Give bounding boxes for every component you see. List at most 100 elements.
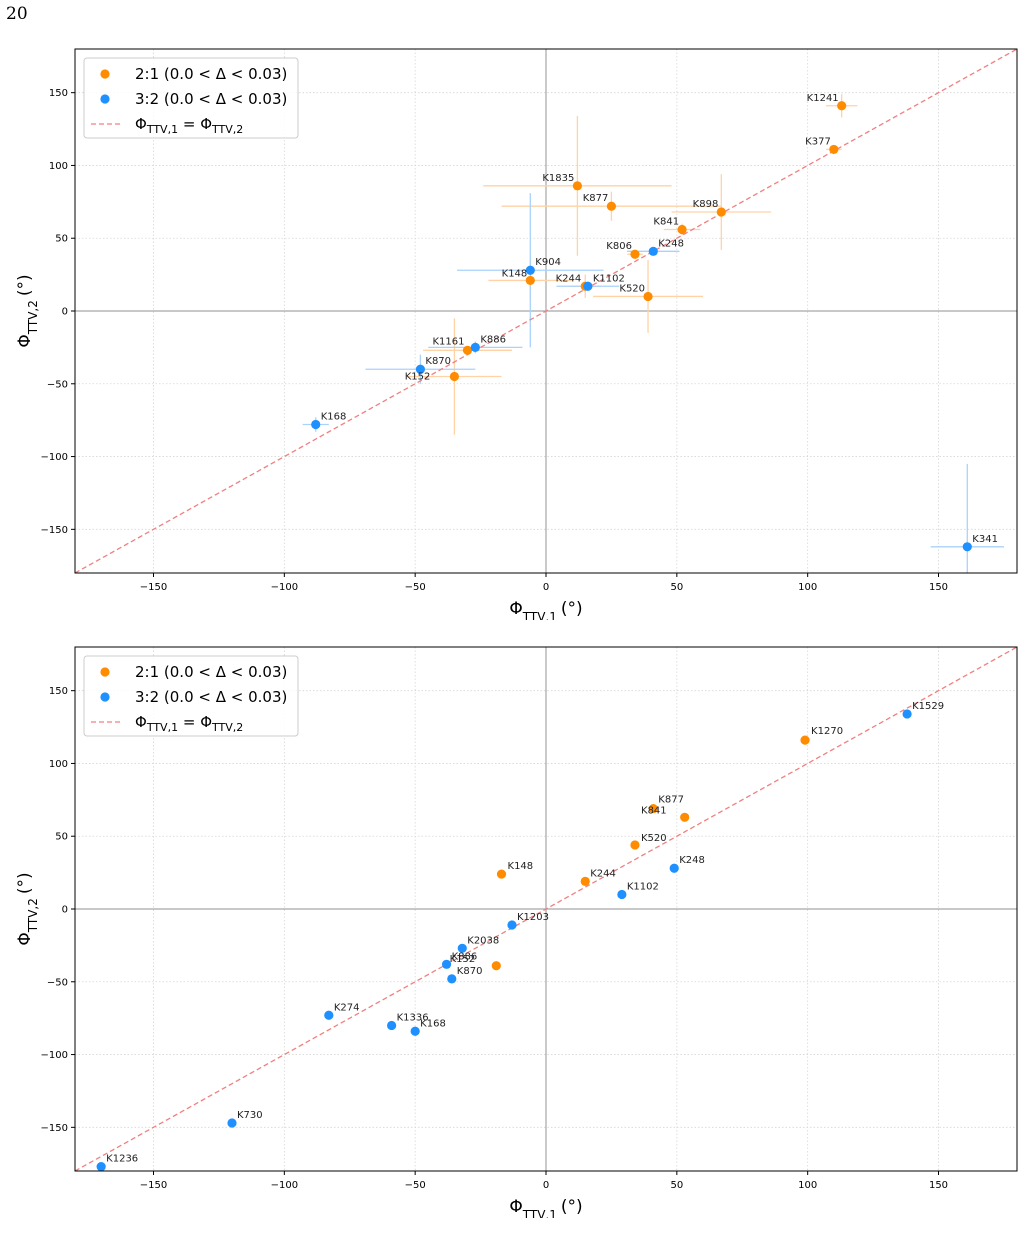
data-label: K877 <box>583 193 609 204</box>
data-label: K841 <box>641 805 667 816</box>
legend: 2:1 (0.0 < Δ < 0.03) 3:2 (0.0 < Δ < 0.03)… <box>83 57 299 139</box>
data-point <box>525 275 535 286</box>
y-tick-label: −100 <box>41 452 68 463</box>
data-point <box>507 920 517 930</box>
reference-line <box>75 647 1017 1171</box>
data-label: K2038 <box>467 935 499 946</box>
data-point <box>716 207 726 217</box>
legend-label-32: 3:2 (0.0 < Δ < 0.03) <box>135 90 287 108</box>
data-label: K248 <box>679 855 705 866</box>
y-tick-label: −50 <box>47 977 68 988</box>
data-label: K1529 <box>912 701 944 712</box>
data-point <box>630 249 640 259</box>
y-tick-label: 100 <box>49 759 68 770</box>
data-label: K1270 <box>811 726 843 737</box>
data-point <box>470 342 480 352</box>
data-label: K898 <box>693 199 719 210</box>
y-axis-label: ΦTTV,2(°) <box>15 274 40 347</box>
data-point <box>491 961 501 971</box>
y-tick-label: 0 <box>62 307 68 318</box>
data-label: K886 <box>480 334 506 345</box>
data-point <box>630 840 640 850</box>
data-label: K520 <box>641 833 667 844</box>
data-point <box>580 876 590 886</box>
data-label: K244 <box>590 868 616 879</box>
legend-marker-32 <box>100 94 110 104</box>
data-point <box>441 959 452 969</box>
x-tick-label: −50 <box>405 582 426 593</box>
y-tick-label: −50 <box>47 379 68 390</box>
data-point <box>648 803 658 814</box>
y-tick-label: −100 <box>41 1050 68 1061</box>
data-point <box>583 281 593 291</box>
data-label: K841 <box>653 216 679 227</box>
data-point <box>457 943 467 953</box>
data-label: K904 <box>535 257 561 268</box>
legend-marker-21 <box>100 69 110 79</box>
data-point <box>496 869 507 879</box>
legend-label-21: 2:1 (0.0 < Δ < 0.03) <box>135 663 287 681</box>
data-point <box>962 542 972 552</box>
data-label: K877 <box>658 795 684 806</box>
x-tick-label: 0 <box>543 582 549 593</box>
data-point <box>606 201 617 211</box>
legend-marker-21 <box>100 667 110 677</box>
x-tick-label: −100 <box>271 1180 298 1191</box>
page-number: 20 <box>6 4 28 24</box>
data-label: K1336 <box>397 1012 429 1023</box>
data-point <box>415 364 425 374</box>
data-point <box>669 863 679 873</box>
data-label: K148 <box>508 861 534 872</box>
x-tick-label: 150 <box>929 1180 948 1191</box>
y-tick-label: 150 <box>49 686 68 697</box>
data-label: K730 <box>237 1110 263 1121</box>
x-tick-label: 150 <box>929 582 948 593</box>
data-point <box>387 1020 397 1031</box>
data-label: K274 <box>334 1002 360 1013</box>
data-point <box>829 144 839 155</box>
data-label: K341 <box>972 534 998 545</box>
scatter-chart-top: K1241 K377 K1835 K877 K898 K841 K806 K148 K244 K5… <box>15 48 1018 620</box>
data-point <box>837 101 847 111</box>
y-tick-label: 50 <box>55 832 68 843</box>
x-axis-label: ΦTTV,1 (°) <box>509 599 582 620</box>
data-point <box>643 291 653 302</box>
data-point <box>525 265 535 275</box>
plot-area <box>75 49 1017 573</box>
x-tick-label: 0 <box>543 1180 549 1191</box>
x-tick-label: 100 <box>798 1180 817 1191</box>
data-point <box>677 224 687 235</box>
legend-label-32: 3:2 (0.0 < Δ < 0.03) <box>135 688 287 706</box>
legend-label-reference: ΦTTV,1 = ΦTTV,2 <box>135 115 243 136</box>
y-tick-label: 150 <box>49 88 68 99</box>
data-point <box>311 419 321 430</box>
data-label: K168 <box>321 412 347 423</box>
data-label: K870 <box>425 356 451 367</box>
y-axis-label: ΦTTV,2(°) <box>15 872 40 945</box>
data-point <box>449 371 460 382</box>
legend-marker-32 <box>100 692 110 702</box>
data-label: K1241 <box>807 93 839 104</box>
data-label: K168 <box>420 1018 446 1029</box>
x-tick-label: 50 <box>670 582 683 593</box>
x-tick-label: 50 <box>670 1180 683 1191</box>
legend-box <box>83 655 299 737</box>
data-point <box>462 345 473 355</box>
y-tick-label: 100 <box>49 161 68 172</box>
data-point <box>800 735 810 745</box>
data-label: K148 <box>502 268 528 279</box>
legend: 2:1 (0.0 < Δ < 0.03) 3:2 (0.0 < Δ < 0.03)… <box>83 655 299 737</box>
legend-box <box>83 57 299 139</box>
plot-area <box>75 647 1017 1171</box>
data-label: K248 <box>658 238 684 249</box>
data-label: K886 <box>452 951 478 962</box>
data-point <box>902 709 912 719</box>
y-tick-label: 50 <box>55 234 68 245</box>
data-label: K244 <box>556 273 582 284</box>
x-tick-label: −50 <box>405 1180 426 1191</box>
data-point <box>680 812 690 822</box>
data-point <box>648 246 658 256</box>
data-label: K806 <box>606 241 632 252</box>
data-label: K377 <box>805 136 831 147</box>
